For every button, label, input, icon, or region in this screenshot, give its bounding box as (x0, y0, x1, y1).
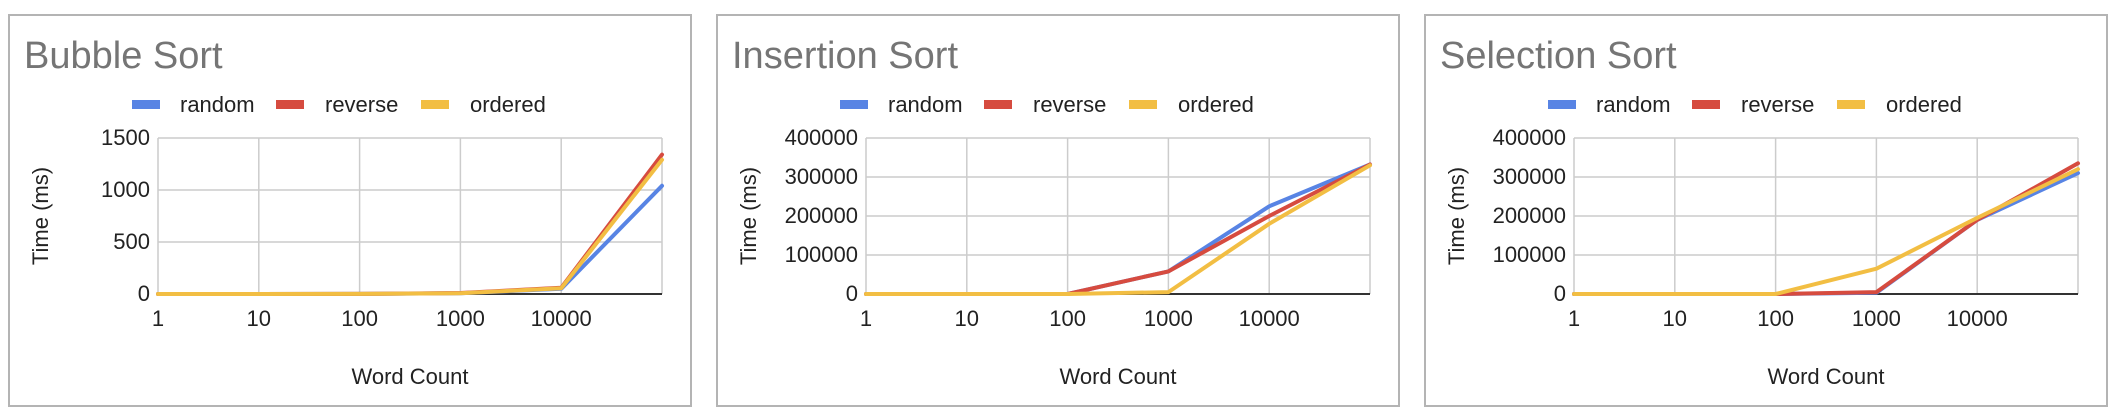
x-tick-label: 10000 (1239, 306, 1300, 331)
legend-swatch-ordered (1129, 100, 1157, 109)
y-tick-label: 300000 (785, 164, 858, 189)
series-line-ordered (1572, 167, 2080, 296)
legend-label-random: random (1596, 92, 1671, 117)
legend-label-reverse: reverse (325, 92, 398, 117)
chart-title-selection-sort: Selection Sort (1440, 35, 1677, 77)
legend-label-ordered: ordered (1178, 92, 1254, 117)
legend-swatch-random (132, 100, 160, 109)
legend-swatch-reverse (276, 100, 304, 109)
x-tick-label: 10 (955, 306, 979, 331)
legend-label-ordered: ordered (1886, 92, 1962, 117)
x-axis-label: Word Count (352, 364, 469, 389)
chart-panel-insertion-sort: Insertion Sort random reverse ordered 400000… (716, 14, 1400, 407)
legend-swatch-reverse (984, 100, 1012, 109)
legend-label-random: random (888, 92, 963, 117)
series-line-ordered (864, 163, 1372, 296)
x-axis-label: Word Count (1768, 364, 1885, 389)
legend-swatch-ordered (421, 100, 449, 109)
y-tick-label: 100000 (1493, 242, 1566, 267)
x-tick-label: 1 (1568, 306, 1580, 331)
legend-label-ordered: ordered (470, 92, 546, 117)
y-tick-label: 400000 (785, 125, 858, 150)
y-tick-label: 300000 (1493, 164, 1566, 189)
legend-label-random: random (180, 92, 255, 117)
x-tick-label: 1000 (1144, 306, 1193, 331)
series-line-ordered (156, 157, 664, 296)
y-tick-label: 0 (846, 281, 858, 306)
x-tick-label: 1 (152, 306, 164, 331)
x-tick-label: 100 (1757, 306, 1794, 331)
y-tick-label: 400000 (1493, 125, 1566, 150)
y-axis-label: Time (ms) (1444, 167, 1469, 265)
series-line-random (864, 162, 1372, 296)
x-tick-label: 1000 (436, 306, 485, 331)
x-tick-label: 100 (1049, 306, 1086, 331)
legend-label-reverse: reverse (1033, 92, 1106, 117)
chart-panel-bubble-sort: Bubble Sort random reverse ordered 1500 1000 5… (8, 14, 692, 407)
legend-swatch-random (840, 100, 868, 109)
y-tick-label: 100000 (785, 242, 858, 267)
x-tick-label: 1000 (1852, 306, 1901, 331)
x-tick-label: 10000 (531, 306, 592, 331)
y-tick-label: 1000 (101, 177, 150, 202)
series-line-reverse (864, 162, 1372, 296)
x-tick-label: 10000 (1947, 306, 2008, 331)
x-tick-label: 10 (247, 306, 271, 331)
y-tick-label: 500 (113, 229, 150, 254)
x-tick-label: 100 (341, 306, 378, 331)
y-axis-label: Time (ms) (736, 167, 761, 265)
y-tick-label: 0 (1554, 281, 1566, 306)
series-line-random (1572, 171, 2080, 296)
legend-swatch-reverse (1692, 100, 1720, 109)
chart-title-insertion-sort: Insertion Sort (732, 35, 958, 77)
y-tick-label: 1500 (101, 125, 150, 150)
series-line-random (156, 183, 664, 296)
y-tick-label: 200000 (1493, 203, 1566, 228)
chart-svg: Selection Sort random reverse ordered 400000… (1440, 35, 2080, 389)
x-tick-label: 10 (1663, 306, 1687, 331)
series-line-reverse (156, 152, 664, 296)
x-axis-label: Word Count (1060, 364, 1177, 389)
chart-svg: Insertion Sort random reverse ordered 400000… (732, 35, 1372, 389)
y-tick-label: 0 (138, 281, 150, 306)
chart-panel-selection-sort: Selection Sort random reverse ordered 400000… (1424, 14, 2108, 407)
chart-title-bubble-sort: Bubble Sort (24, 35, 223, 77)
legend-label-reverse: reverse (1741, 92, 1814, 117)
x-tick-label: 1 (860, 306, 872, 331)
series-line-reverse (1572, 161, 2080, 296)
y-tick-label: 200000 (785, 203, 858, 228)
legend-swatch-ordered (1837, 100, 1865, 109)
legend-swatch-random (1548, 100, 1576, 109)
y-axis-label: Time (ms) (28, 167, 53, 265)
